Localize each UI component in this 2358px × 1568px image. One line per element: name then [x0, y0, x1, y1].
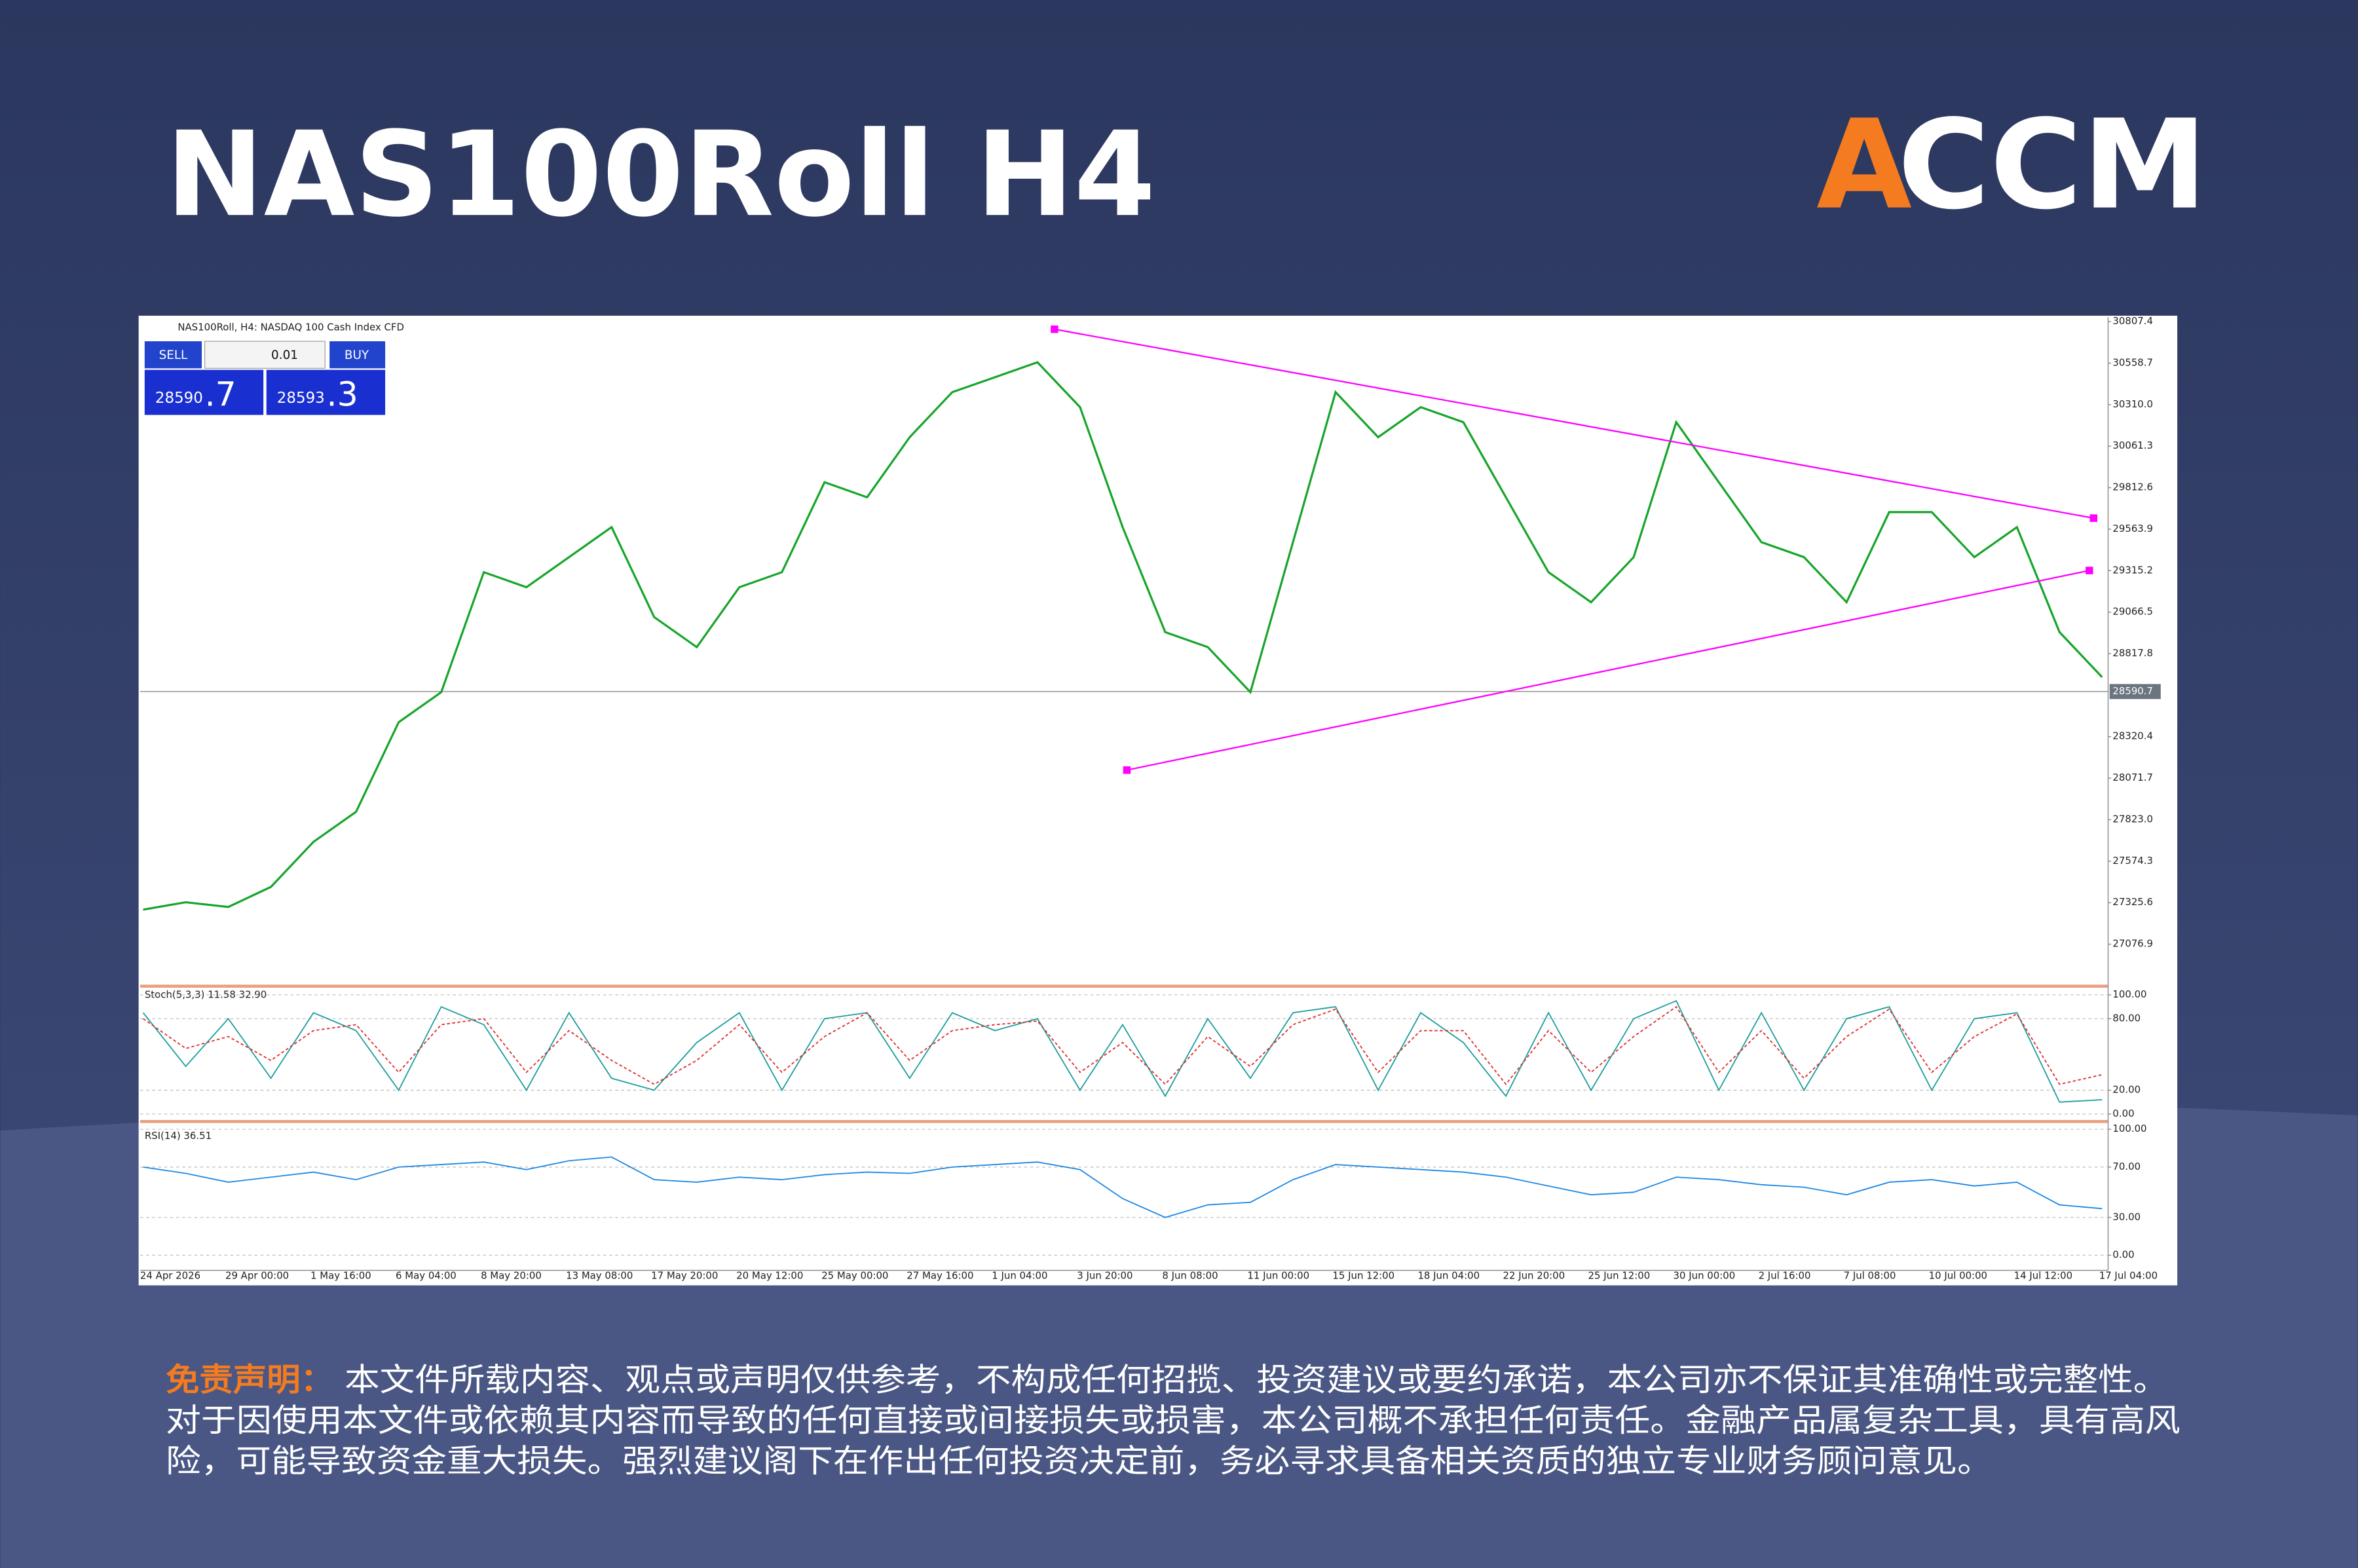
trendline-anchor	[2089, 514, 2098, 522]
y-tick-label: 29315.2	[2112, 564, 2153, 576]
buy-price: 28593	[277, 390, 325, 407]
rsi-label: RSI(14) 36.51	[145, 1130, 212, 1142]
y-tick-label: 0.00	[2112, 1108, 2134, 1119]
title: NAS100Roll H4	[166, 107, 1155, 243]
x-tick-label: 15 Jun 12:00	[1332, 1270, 1394, 1282]
x-tick-label: 24 Apr 2026	[140, 1270, 200, 1282]
x-tick-label: 30 Jun 00:00	[1674, 1270, 1736, 1282]
trade-panel: SELL 0.01 BUY 28590 .7 28593 .3	[144, 341, 386, 415]
y-tick-label: 29563.9	[2112, 523, 2153, 534]
sell-price: 28590	[155, 390, 203, 407]
y-tick-label: 30310.0	[2112, 398, 2153, 410]
y-tick-label: 100.00	[2112, 988, 2146, 1000]
y-tick-label: 30807.4	[2112, 315, 2153, 327]
x-tick-label: 25 Jun 12:00	[1588, 1270, 1651, 1282]
y-tick-label: 29812.6	[2112, 481, 2153, 493]
y-tick-label: 30061.3	[2112, 439, 2153, 451]
logo-a: A	[1816, 94, 1912, 237]
x-tick-label: 22 Jun 20:00	[1503, 1270, 1565, 1282]
sell-price-frac: .7	[205, 375, 236, 414]
y-tick-label: 27325.6	[2112, 896, 2153, 908]
current-price-label: 28590.7	[2112, 685, 2153, 697]
y-tick-label: 30558.7	[2112, 356, 2153, 368]
x-tick-label: 25 May 00:00	[821, 1270, 888, 1282]
disclaimer-label: 免责声明：	[166, 1362, 334, 1398]
buy-price-frac: .3	[327, 375, 358, 414]
trendline	[1127, 569, 2090, 771]
y-tick-label: 29066.5	[2112, 606, 2153, 618]
trendline	[1054, 328, 2094, 519]
x-tick-label: 27 May 16:00	[907, 1270, 973, 1282]
x-tick-label: 7 Jul 08:00	[1844, 1270, 1896, 1282]
x-tick-label: 2 Jul 16:00	[1759, 1270, 1811, 1282]
current-price-tag	[2109, 684, 2161, 700]
disclaimer-line: 险，可能导致资金重大损失。强烈建议阁下在作出任何投资决定前，务必寻求具备相关资质…	[166, 1443, 1993, 1480]
x-tick-label: 8 Jun 08:00	[1162, 1270, 1218, 1282]
chart-area	[138, 316, 2178, 1286]
y-tick-label: 30.00	[2112, 1211, 2141, 1223]
x-tick-label: 17 May 20:00	[651, 1270, 718, 1282]
trendline-anchor	[1123, 766, 1131, 774]
x-tick-label: 6 May 04:00	[396, 1270, 457, 1282]
x-tick-label: 8 May 20:00	[481, 1270, 542, 1282]
x-tick-label: 11 Jun 00:00	[1247, 1270, 1309, 1282]
y-tick-label: 28320.4	[2112, 730, 2153, 742]
lot-box[interactable]	[204, 341, 326, 369]
y-tick-label: 27574.3	[2112, 855, 2153, 867]
x-tick-label: 13 May 08:00	[566, 1270, 633, 1282]
logo-ccm: CCM	[1898, 94, 2207, 237]
trendline-anchor	[1051, 325, 1058, 333]
x-tick-label: 14 Jul 12:00	[2014, 1270, 2072, 1282]
x-tick-label: 1 Jun 04:00	[992, 1270, 1047, 1282]
x-tick-label: 10 Jul 00:00	[1929, 1270, 1987, 1282]
trendline-anchor	[2086, 567, 2093, 574]
sell-price-box[interactable]	[144, 369, 264, 415]
x-tick-label: 17 Jul 04:00	[2099, 1270, 2158, 1282]
series-line	[142, 999, 2103, 1103]
x-tick-label: 3 Jun 20:00	[1077, 1270, 1132, 1282]
sell-button[interactable]	[144, 341, 202, 369]
y-tick-label: 28817.8	[2112, 647, 2153, 659]
x-tick-label: 1 May 16:00	[310, 1270, 371, 1282]
stoch-label: Stoch(5,3,3) 11.58 32.90	[145, 988, 267, 1000]
disclaimer-line: 对于因使用本文件或依赖其内容而导致的任何直接或间接损失或损害，本公司概不承担任何…	[166, 1402, 2180, 1439]
chart-header: NAS100Roll, H4: NASDAQ 100 Cash Index CF…	[178, 321, 404, 333]
y-tick-label: 70.00	[2112, 1161, 2141, 1172]
y-tick-label: 27076.9	[2112, 938, 2153, 950]
sell-label: SELL	[159, 348, 188, 362]
y-tick-label: 27823.0	[2112, 813, 2153, 825]
disclaimer-line: 本文件所载内容、观点或声明仅供参考，不构成任何招揽、投资建议或要约承诺，本公司亦…	[345, 1362, 2168, 1398]
lot-size: 0.01	[271, 348, 298, 362]
x-tick-label: 20 May 12:00	[736, 1270, 803, 1282]
series-line	[143, 1156, 2103, 1218]
y-tick-label: 20.00	[2112, 1084, 2141, 1096]
y-tick-label: 28071.7	[2112, 772, 2153, 783]
y-tick-label: 80.00	[2112, 1012, 2141, 1024]
series-line	[143, 361, 2103, 911]
x-tick-label: 29 Apr 00:00	[225, 1270, 289, 1282]
y-tick-label: 0.00	[2112, 1248, 2134, 1260]
series-line	[143, 1005, 2103, 1085]
buy-button[interactable]	[329, 341, 386, 369]
x-tick-label: 18 Jun 04:00	[1417, 1270, 1480, 1282]
buy-label: BUY	[345, 348, 369, 362]
buy-price-box[interactable]	[266, 369, 386, 415]
y-tick-label: 100.00	[2112, 1123, 2146, 1134]
